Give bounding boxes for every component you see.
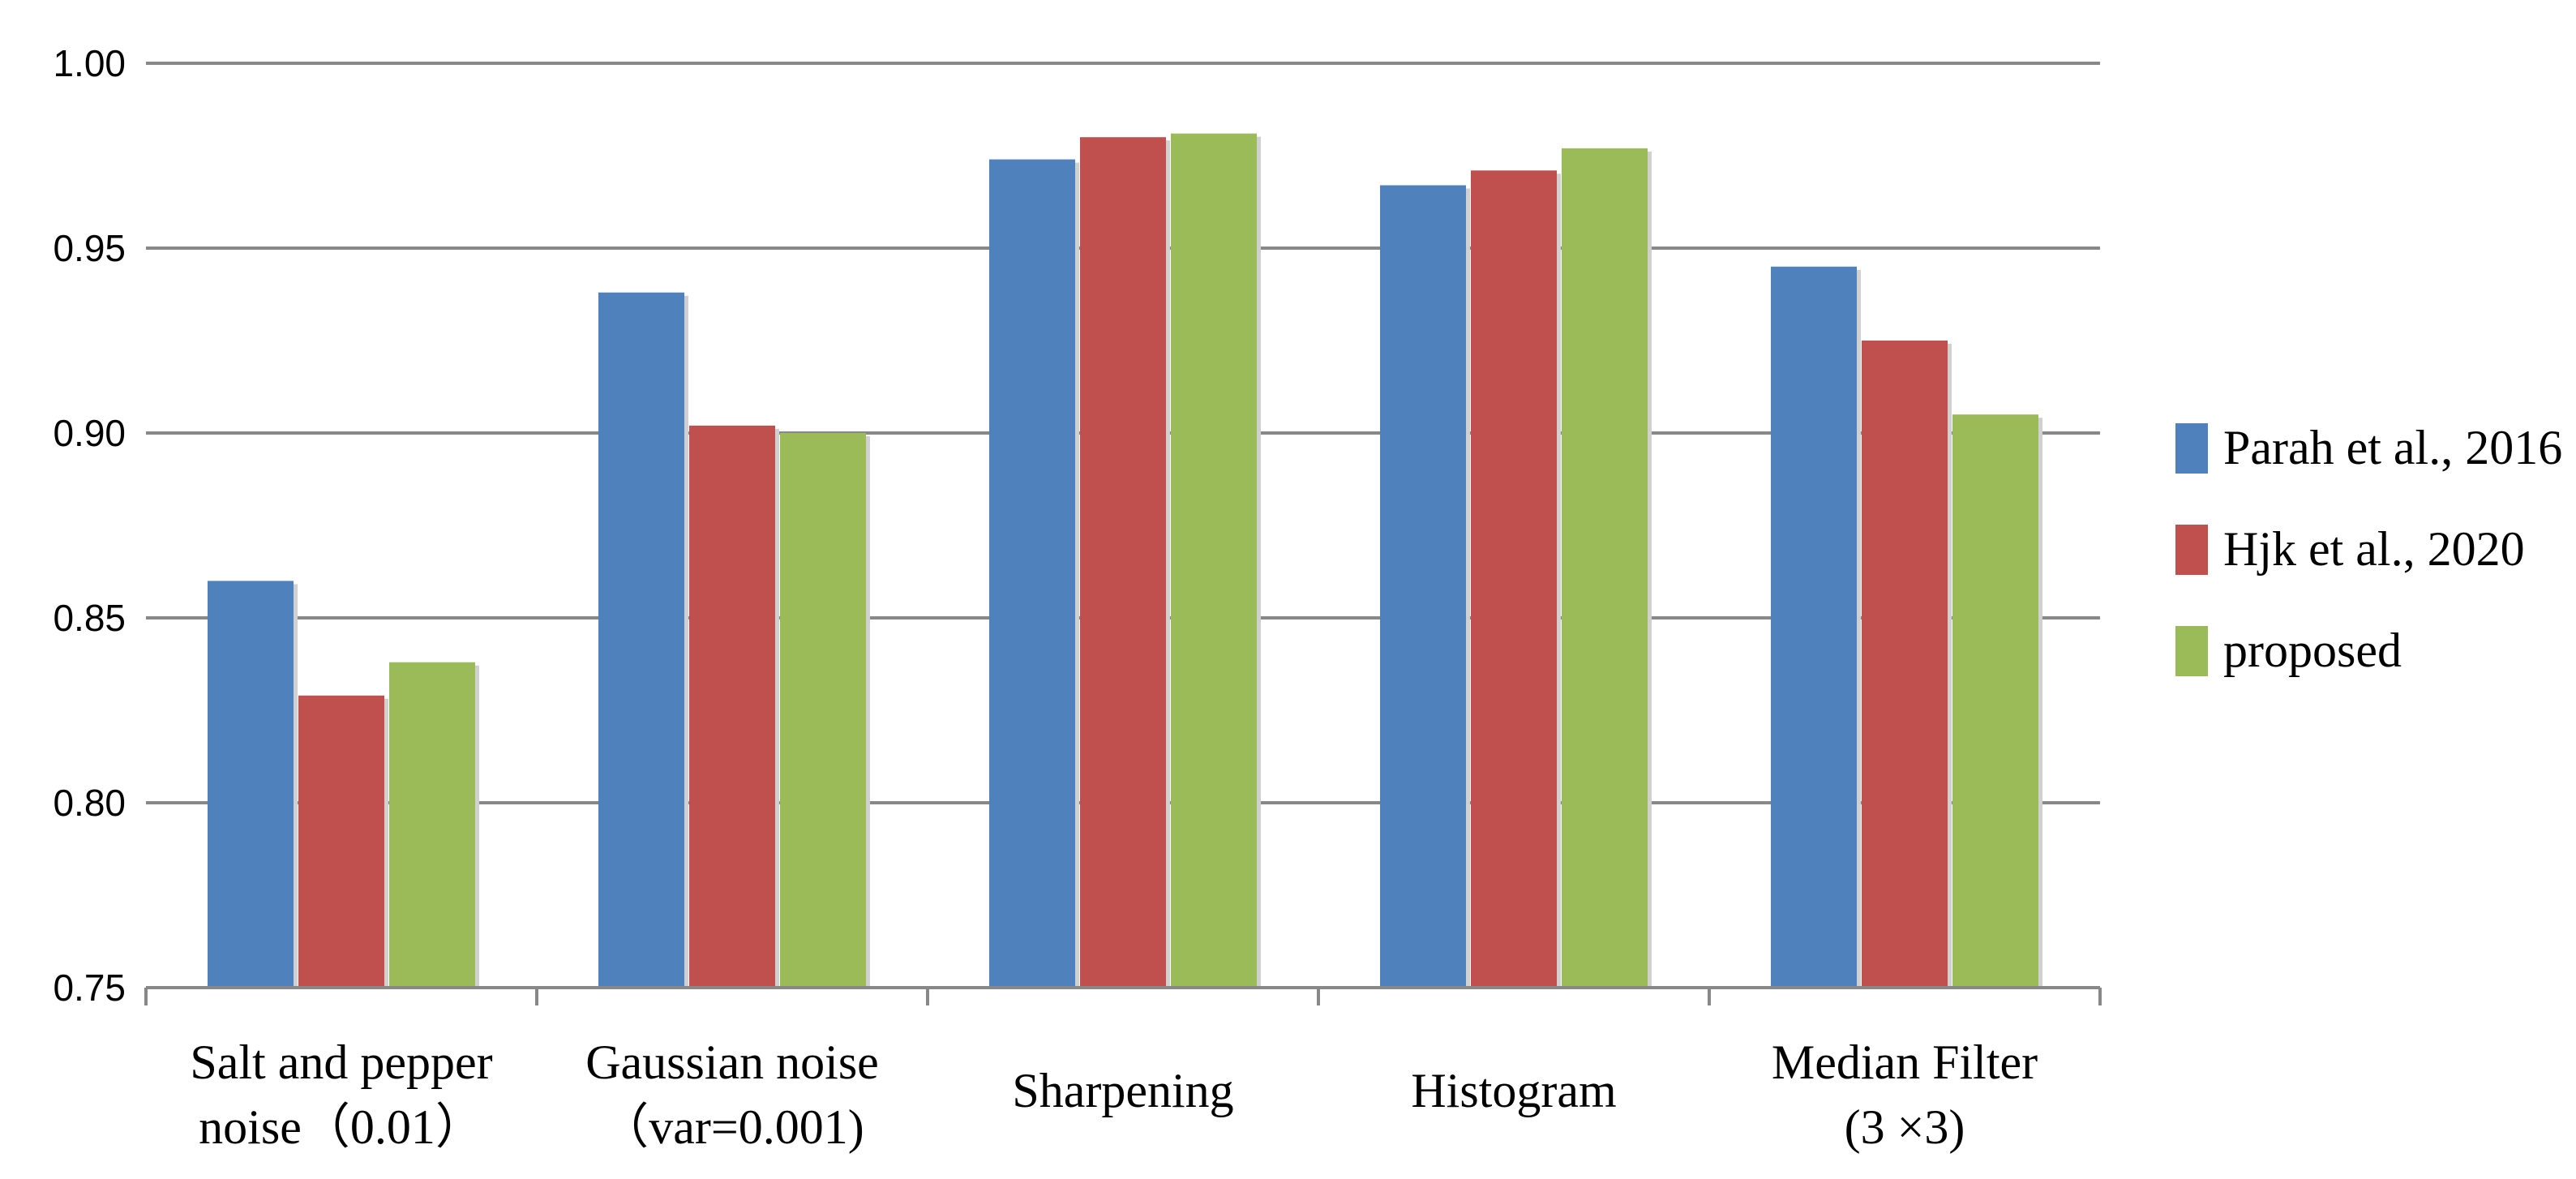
bar-proposed-4 bbox=[1952, 414, 2038, 988]
y-tick-label: 0.95 bbox=[53, 227, 126, 269]
bar-hjk-et-al-2020-0 bbox=[298, 695, 384, 988]
x-axis bbox=[144, 986, 2102, 1005]
bar-proposed-0 bbox=[389, 662, 475, 988]
x-category-label: noise（0.01） bbox=[199, 1100, 484, 1154]
legend-label: Hjk et al., 2020 bbox=[2223, 522, 2525, 576]
x-category-label: (3 ×3) bbox=[1845, 1100, 1965, 1154]
legend: Parah et al., 2016 Hjk et al., 2020 propos… bbox=[2175, 421, 2562, 677]
x-category-label: Salt and pepper bbox=[190, 1035, 492, 1089]
x-category-label: Median Filter bbox=[1772, 1035, 2038, 1089]
bar-proposed-1 bbox=[780, 433, 866, 988]
x-axis-category-labels: Salt and pepper noise（0.01） Gaussian noise… bbox=[190, 1035, 2038, 1154]
bar-parah-et-al-2016-1 bbox=[598, 292, 684, 988]
bar-parah-et-al-2016-3 bbox=[1380, 185, 1466, 988]
y-tick-label: 0.90 bbox=[53, 412, 126, 454]
y-tick-label: 0.75 bbox=[53, 967, 126, 1009]
y-tick-label: 0.80 bbox=[53, 782, 126, 824]
y-axis-tick-labels: 0.75 0.80 0.85 0.90 0.95 1.00 bbox=[53, 42, 126, 1009]
bars bbox=[208, 133, 2042, 988]
x-category-label: Gaussian noise bbox=[585, 1035, 879, 1089]
x-category-label: Sharpening bbox=[1012, 1064, 1233, 1117]
y-tick-label: 0.85 bbox=[53, 597, 126, 639]
bar-proposed-2 bbox=[1171, 133, 1257, 988]
x-category-label: Histogram bbox=[1411, 1064, 1616, 1117]
bar-parah-et-al-2016-4 bbox=[1771, 266, 1857, 988]
legend-label: proposed bbox=[2223, 624, 2402, 677]
legend-swatch bbox=[2175, 626, 2208, 676]
bar-hjk-et-al-2020-3 bbox=[1471, 170, 1557, 988]
bar-parah-et-al-2016-0 bbox=[208, 581, 294, 988]
bar-parah-et-al-2016-2 bbox=[989, 159, 1075, 988]
bar-proposed-3 bbox=[1562, 148, 1648, 988]
legend-label: Parah et al., 2016 bbox=[2223, 421, 2562, 474]
bar-hjk-et-al-2020-2 bbox=[1080, 137, 1166, 988]
y-tick-label: 1.00 bbox=[53, 42, 126, 84]
x-category-label: （var=0.001) bbox=[600, 1100, 864, 1154]
bar-hjk-et-al-2020-4 bbox=[1862, 341, 1948, 988]
bar-hjk-et-al-2020-1 bbox=[689, 425, 775, 988]
legend-swatch bbox=[2175, 423, 2208, 474]
legend-swatch bbox=[2175, 525, 2208, 575]
